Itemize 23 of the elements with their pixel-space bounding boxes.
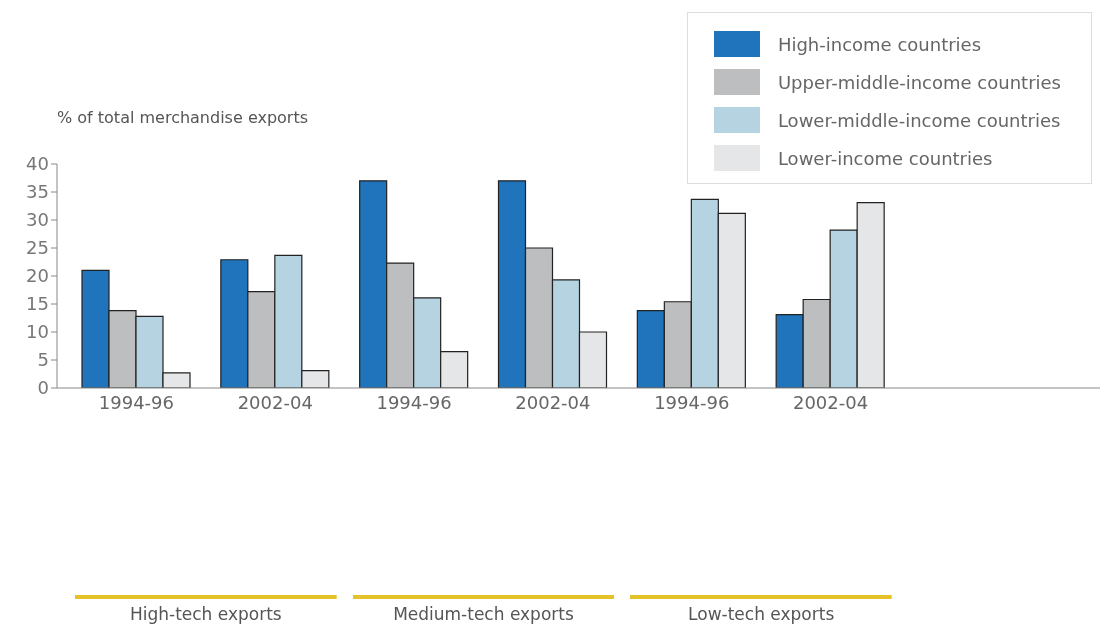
y-tick-label: 0 <box>37 377 49 399</box>
y-tick-label: 25 <box>26 237 49 259</box>
y-tick-label: 15 <box>26 293 49 315</box>
y-tick-label: 5 <box>37 349 49 371</box>
text: Low-tech exports <box>687 604 836 624</box>
x-tick-label: 2002-04 <box>237 391 313 413</box>
y-axis-title: % of total merchandise exports <box>57 108 309 127</box>
y-tick-label: 35 <box>26 181 49 203</box>
legend-label: High-income countries <box>777 33 982 55</box>
y-tick-label: 20 <box>26 265 49 287</box>
legend-label: Lower-middle-income countries <box>777 109 1061 131</box>
y-tick-label: 10 <box>26 321 49 343</box>
x-tick-label: 1994-96 <box>376 391 452 413</box>
x-tick-label: 1994-96 <box>654 391 730 413</box>
x-tick-label: 2002-04 <box>792 391 869 413</box>
x-tick-label: 2002-04 <box>515 391 591 413</box>
y-tick-label: 30 <box>26 209 49 231</box>
legend-label: Lower-income countries <box>777 147 993 169</box>
y-tick-label: 40 <box>26 153 49 175</box>
x-tick-label: 1994-96 <box>98 391 175 413</box>
text: High-tech exports <box>128 604 283 624</box>
legend-label: Upper-middle-income countries <box>777 71 1061 93</box>
text: Medium-tech exports <box>392 604 575 624</box>
